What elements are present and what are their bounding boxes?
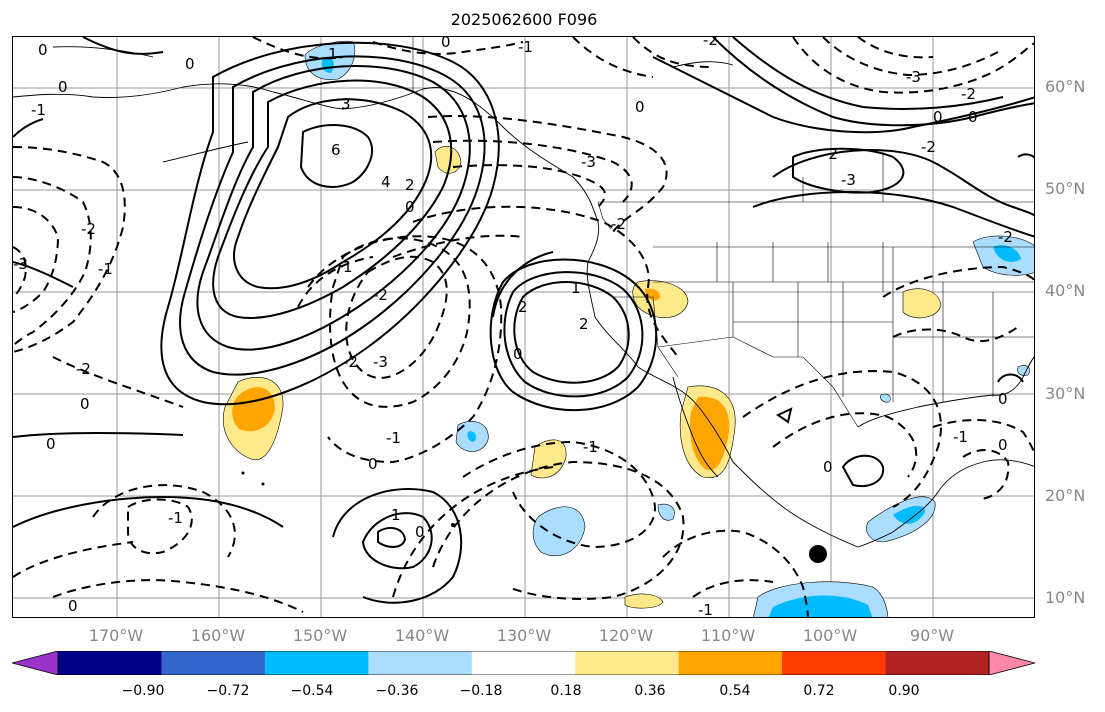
map-title: 2025062600 F096: [450, 10, 598, 29]
lon-label: 160°W: [190, 626, 246, 645]
contour-label: 0: [968, 108, 978, 126]
contour-label: 2: [518, 298, 528, 316]
contour-label: -1: [953, 428, 968, 446]
lon-label: 140°W: [394, 626, 450, 645]
colorbar-tick-label: 0.36: [634, 683, 666, 699]
contour-label: 0: [823, 458, 833, 476]
contour-label: 1: [343, 258, 353, 276]
contour-label: -2: [76, 360, 91, 378]
contour-label: -2: [998, 228, 1013, 246]
contour-label: 0: [405, 198, 415, 216]
contour-label: -1: [386, 429, 401, 447]
colorbar-tick-label: −0.90: [121, 683, 165, 699]
contour-label: -1: [98, 260, 113, 278]
lon-label: 130°W: [496, 626, 552, 645]
lat-label: 30°N: [1045, 384, 1086, 403]
colorbar-segment: [782, 651, 887, 675]
contour-labels: 0 0 -1 -2 -3 -1 -2 0 0 -1 0 0 1 3 6 4 2 …: [13, 37, 1013, 618]
contour-label: -2: [373, 286, 388, 304]
colorbar-tick-label: 0.72: [803, 683, 835, 699]
colorbar-tick-label: −0.18: [459, 683, 503, 699]
contour-label: -1: [168, 509, 183, 527]
colorbar-tick-label: −0.36: [375, 683, 419, 699]
colorbar-segment: [264, 651, 369, 675]
contour-label: 2: [405, 176, 415, 194]
map-panel: 0 0 -1 -2 -3 -1 -2 0 0 -1 0 0 1 3 6 4 2 …: [12, 36, 1035, 618]
contour-label: 0: [185, 55, 195, 73]
lon-label: 170°W: [88, 626, 144, 645]
contour-label: 1: [391, 506, 401, 524]
contour-label: 0: [998, 436, 1008, 454]
contour-label: -2: [703, 37, 718, 49]
lon-label: 90°W: [909, 626, 955, 645]
contour-label: 4: [381, 173, 391, 191]
lat-label: 20°N: [1045, 486, 1086, 505]
colorbar-tick-label: 0.18: [550, 683, 582, 699]
contour-label: 0: [513, 345, 523, 363]
lon-label: 110°W: [700, 626, 756, 645]
contour-label: -2: [921, 138, 936, 156]
colorbar-segment: [368, 651, 473, 675]
colorbar-segment: [161, 651, 266, 675]
contour-label: 1: [328, 45, 338, 63]
contour-label: -1: [31, 101, 46, 119]
contour-label: 3: [341, 95, 351, 113]
lat-label: 10°N: [1045, 588, 1086, 607]
contour-label: -1: [583, 438, 598, 456]
contour-label: 1: [571, 279, 581, 297]
lon-label: 150°W: [292, 626, 348, 645]
colorbar-extend-high: [988, 651, 1035, 675]
colorbar-segment: [471, 651, 576, 675]
positive-contours: [13, 37, 1034, 604]
map-canvas: 0 0 -1 -2 -3 -1 -2 0 0 -1 0 0 1 3 6 4 2 …: [13, 37, 1034, 618]
colorbar-segment: [678, 651, 783, 675]
colorbar-outline: [57, 651, 990, 675]
contour-label: 0: [80, 395, 90, 413]
contour-label: -3: [581, 153, 596, 171]
lon-label: 100°W: [802, 626, 858, 645]
colorbar-extend-low: [12, 651, 59, 675]
colorbar-segment: [58, 651, 162, 675]
contour-label: -2: [81, 220, 96, 238]
colorbar-segment: [885, 651, 990, 675]
contour-label: 0: [46, 435, 56, 453]
contour-label: -1: [518, 38, 533, 56]
colorbar-segment: [575, 651, 680, 675]
islands: [241, 471, 827, 563]
contour-label: -3: [373, 353, 388, 371]
lat-label: 60°N: [1045, 77, 1086, 96]
lat-label: 50°N: [1045, 179, 1086, 198]
contour-label: 0: [68, 597, 78, 615]
contour-label: -3: [841, 171, 856, 189]
contour-label: -3: [906, 68, 921, 86]
colorbar-tick-label: 0.54: [719, 683, 751, 699]
contour-label: -2: [961, 85, 976, 103]
contour-label: 2: [579, 315, 589, 333]
contour-label: 0: [441, 37, 451, 51]
contour-label: 0: [635, 98, 645, 116]
colorbar-tick-label: −0.54: [290, 683, 334, 699]
contour-label: -2: [343, 353, 358, 371]
contour-label: 0: [38, 41, 48, 59]
contour-label: 0: [415, 523, 425, 541]
contour-label: 0: [998, 390, 1008, 408]
contour-label: 6: [331, 141, 341, 159]
shaded-anomalies: [223, 40, 1034, 617]
contour-label: -3: [13, 255, 28, 273]
colorbar-tick-label: 0.90: [888, 683, 920, 699]
lat-label: 40°N: [1045, 281, 1086, 300]
colorbar: [12, 651, 1035, 675]
graticule: [13, 37, 1034, 617]
colorbar-tick-label: −0.72: [206, 683, 250, 699]
negative-contours: [13, 37, 1034, 617]
contour-label: 0: [368, 455, 378, 473]
contour-label: -2: [823, 145, 838, 163]
contour-label: -2: [611, 215, 626, 233]
contour-label: 0: [933, 108, 943, 126]
contour-label: -1: [698, 601, 713, 618]
contour-label: 0: [58, 78, 68, 96]
lon-label: 120°W: [598, 626, 654, 645]
political-borders: [412, 37, 1034, 428]
